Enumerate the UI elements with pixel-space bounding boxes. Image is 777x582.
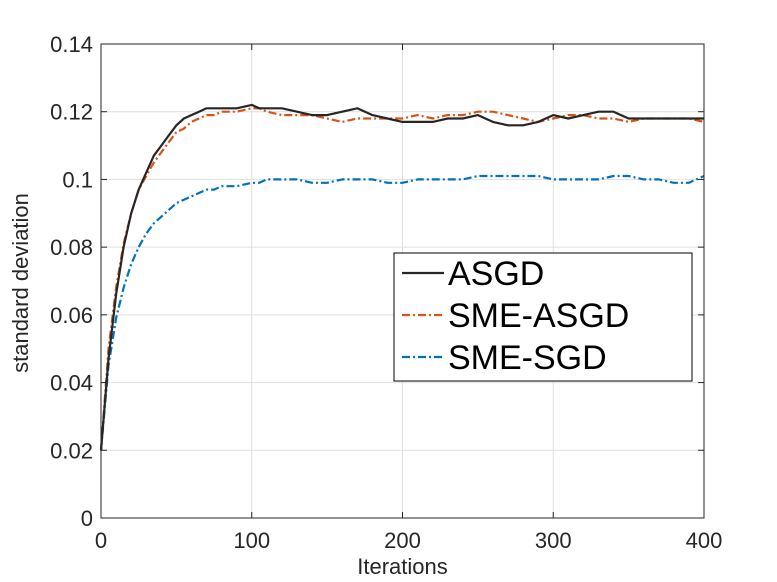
legend-label: ASGD <box>448 255 544 293</box>
y-tick-label: 0.1 <box>62 167 93 192</box>
y-tick-label: 0.08 <box>50 235 93 260</box>
x-tick-label: 0 <box>95 528 107 553</box>
series-line-asgd <box>99 103 704 451</box>
series-line-sme-asgd <box>99 107 705 451</box>
x-axis-label: Iterations <box>357 554 448 579</box>
legend-label: SME-ASGD <box>448 297 629 335</box>
y-tick-label: 0.14 <box>50 32 93 57</box>
series-lines <box>99 103 705 451</box>
y-tick-label: 0.06 <box>50 303 93 328</box>
axis-ticks: 0 100 200 300 400 0 0.02 0.04 0.06 0.08 0.1 0.12 0.1… <box>50 32 722 553</box>
x-tick-label: 300 <box>535 528 572 553</box>
y-tick-label: 0 <box>81 506 93 531</box>
series-line-sme-sgd <box>99 174 705 451</box>
legend: ASGD SME-ASGD SME-SGD <box>393 252 693 382</box>
x-tick-label: 100 <box>233 528 270 553</box>
legend-box <box>393 252 693 382</box>
x-tick-label: 400 <box>686 528 723 553</box>
y-tick-label: 0.04 <box>50 371 93 396</box>
legend-label: SME-SGD <box>448 339 607 377</box>
x-tick-label: 200 <box>384 528 421 553</box>
y-tick-label: 0.12 <box>50 100 93 125</box>
y-tick-label: 0.02 <box>50 438 93 463</box>
y-axis-label: standard deviation <box>8 193 33 373</box>
